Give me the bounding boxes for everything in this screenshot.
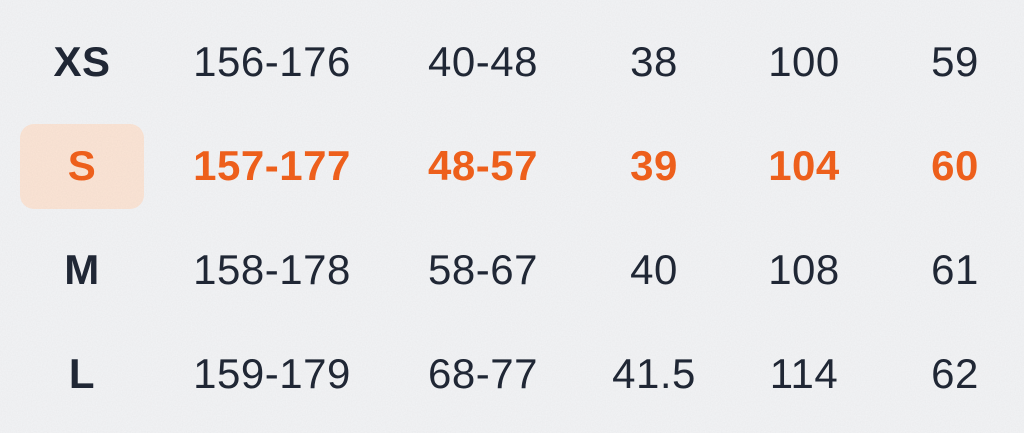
weight-range-value: 68-77 xyxy=(428,350,538,397)
measurement-value: 100 xyxy=(768,38,840,85)
weight-range-value: 58-67 xyxy=(428,246,538,293)
size-option-l[interactable]: L xyxy=(0,322,164,426)
height-range-value: 159-179 xyxy=(193,350,351,397)
weight-range-value: 40-48 xyxy=(428,38,538,85)
measurement-value: 62 xyxy=(931,350,979,397)
size-label: L xyxy=(68,350,96,397)
size-label: XS xyxy=(53,38,111,85)
height-range-value: 157-177 xyxy=(193,142,351,189)
size-option-s-selected[interactable]: S xyxy=(0,114,164,218)
size-row-xs[interactable]: XS 156-176 40-48 38 100 59 xyxy=(0,10,1024,114)
size-row-l[interactable]: L 159-179 68-77 41.5 114 62 xyxy=(0,322,1024,426)
measurement-value: 38 xyxy=(630,38,678,85)
measurement-value: 61 xyxy=(931,246,979,293)
weight-range-value: 48-57 xyxy=(428,142,538,189)
size-chart-table: XS 156-176 40-48 38 100 59 S 157-177 48-… xyxy=(0,10,1024,426)
measurement-value: 41.5 xyxy=(612,350,696,397)
measurement-value: 40 xyxy=(630,246,678,293)
measurement-value: 60 xyxy=(931,142,979,189)
height-range-value: 158-178 xyxy=(193,246,351,293)
measurement-value: 59 xyxy=(931,38,979,85)
size-row-m[interactable]: M 158-178 58-67 40 108 61 xyxy=(0,218,1024,322)
size-row-s[interactable]: S 157-177 48-57 39 104 60 xyxy=(0,114,1024,218)
measurement-value: 104 xyxy=(768,142,840,189)
measurement-value: 114 xyxy=(769,350,839,397)
size-label: M xyxy=(64,246,100,293)
measurement-value: 108 xyxy=(768,246,840,293)
size-option-m[interactable]: M xyxy=(0,218,164,322)
size-option-xs[interactable]: XS xyxy=(0,10,164,114)
measurement-value: 39 xyxy=(630,142,678,189)
height-range-value: 156-176 xyxy=(193,38,351,85)
selected-size-pill: S xyxy=(20,123,144,209)
